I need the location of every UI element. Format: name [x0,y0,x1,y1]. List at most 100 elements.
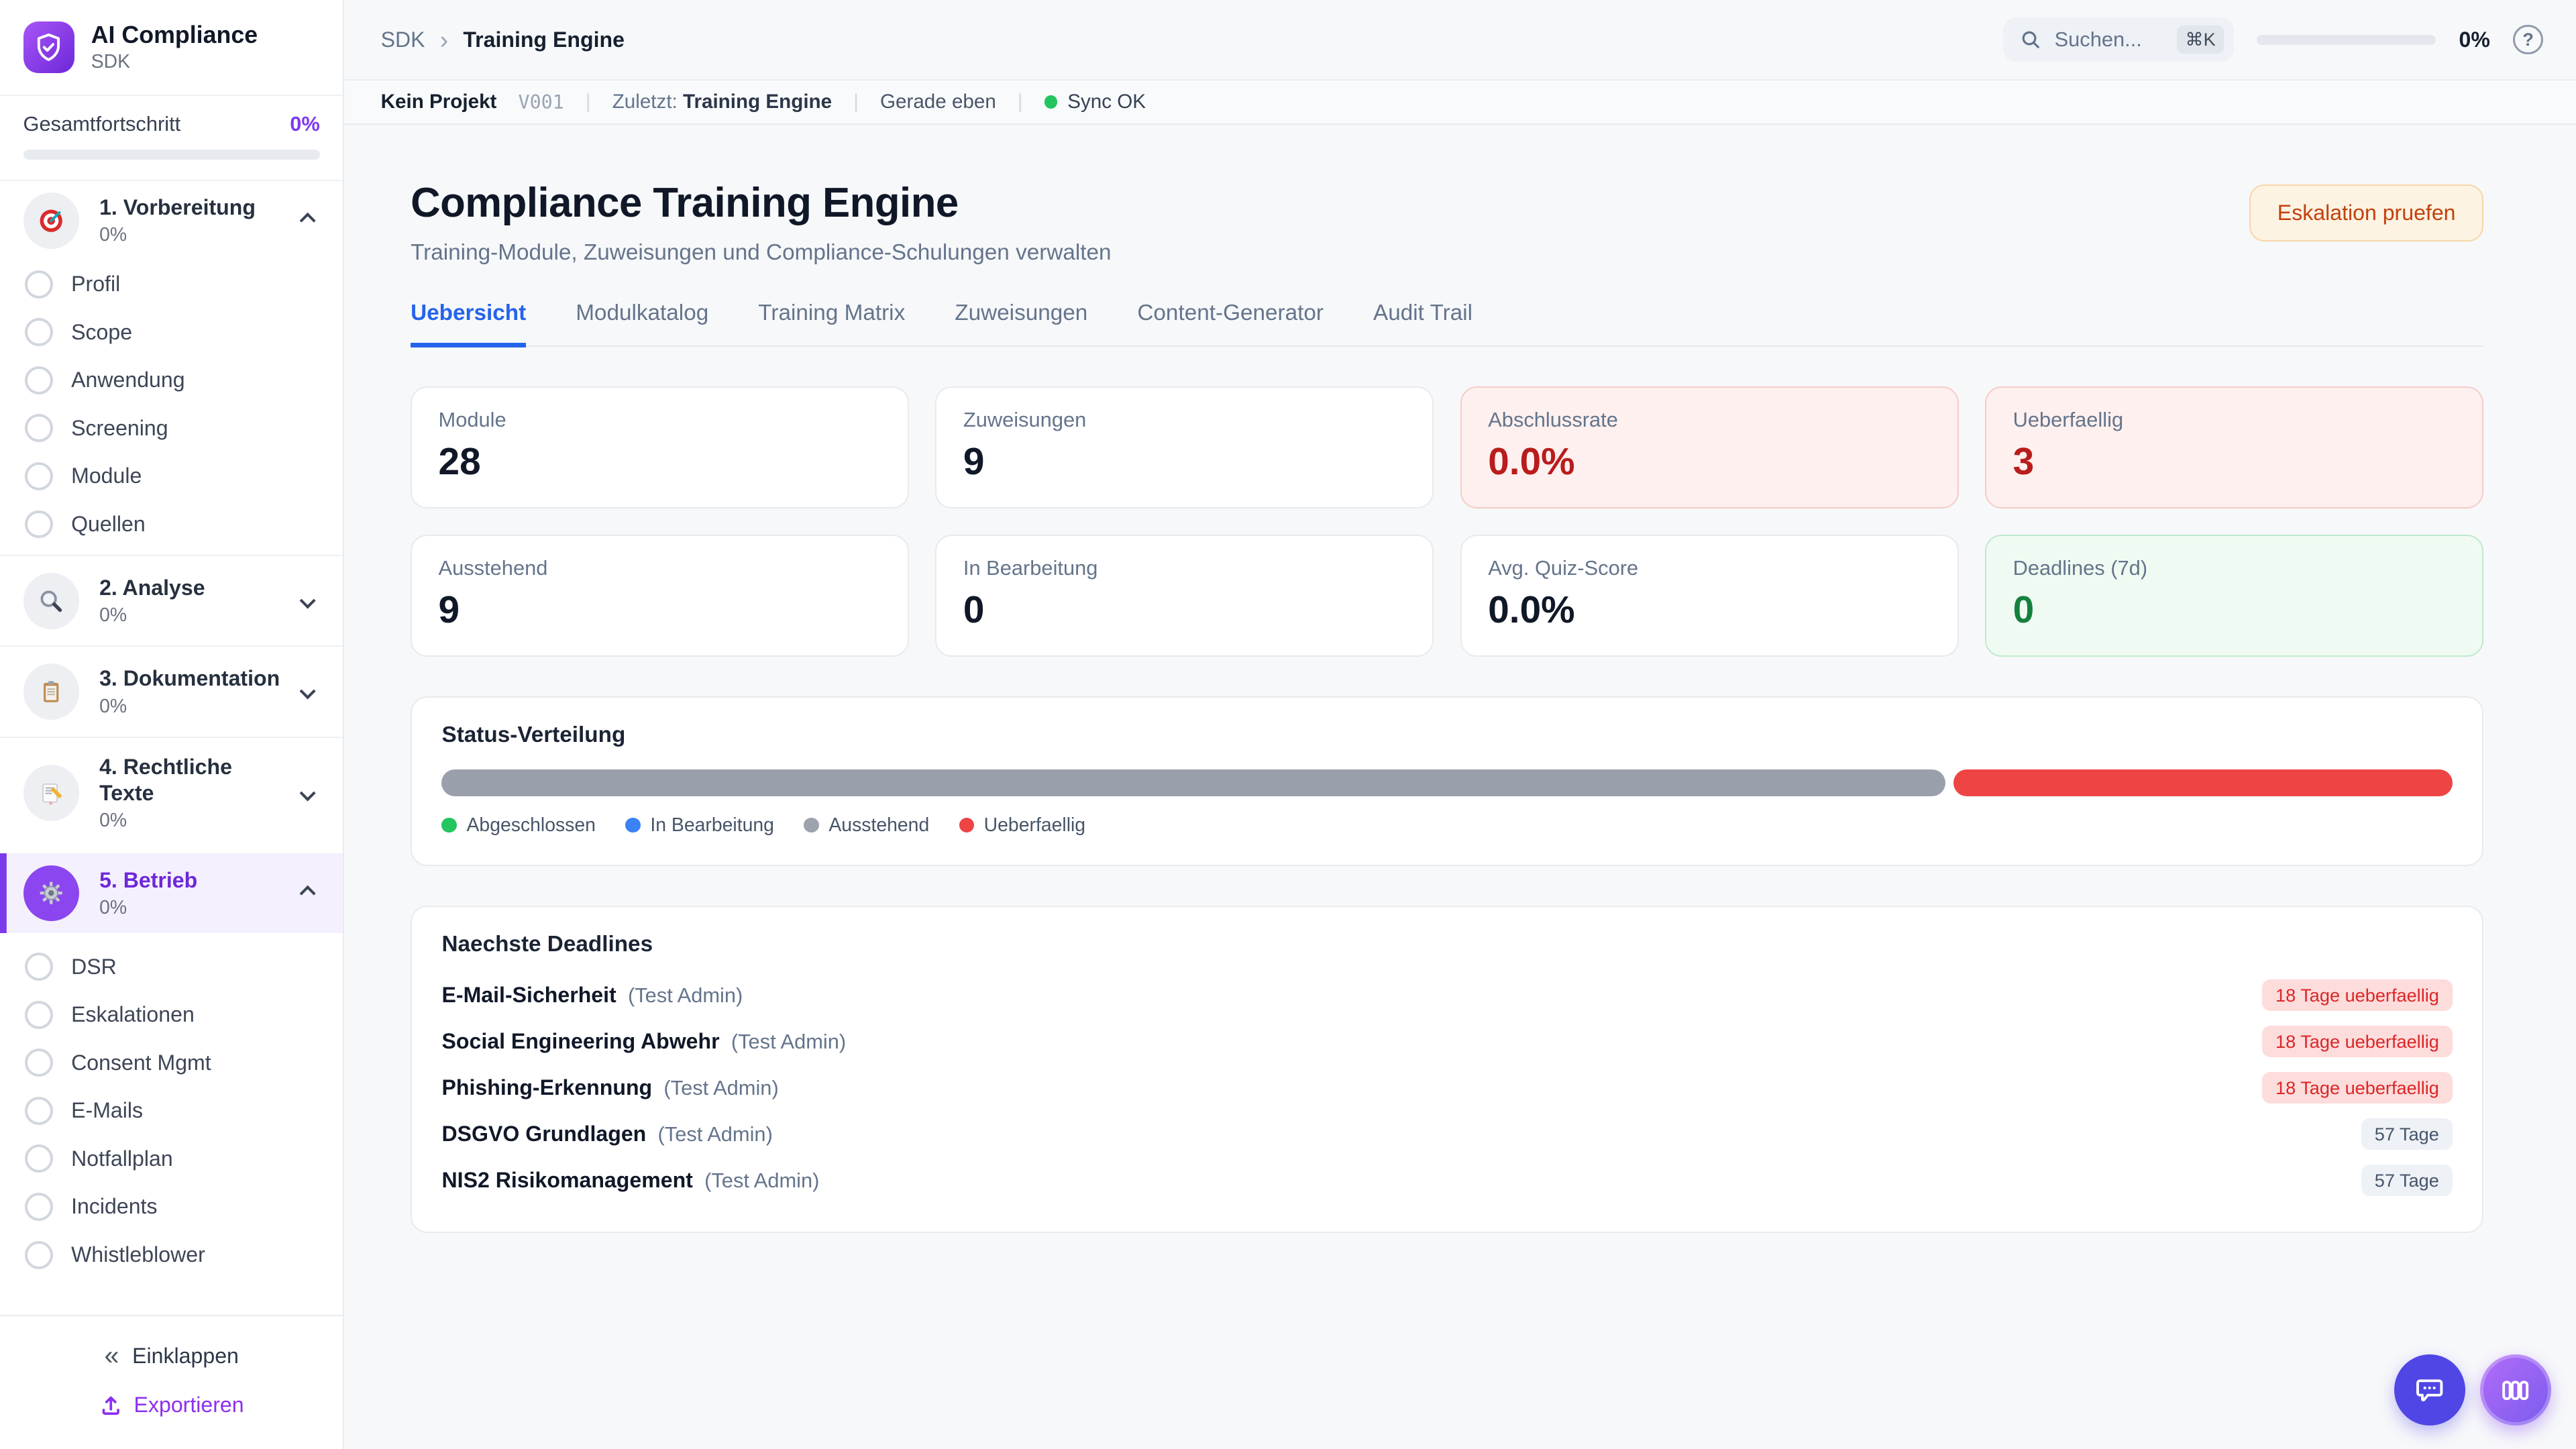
export-button[interactable]: Exportieren [0,1381,343,1429]
tab-uebersicht[interactable]: Uebersicht [411,301,527,347]
deadline-assignee: (Test Admin) [628,983,743,1007]
status-distribution-title: Status-Verteilung [441,722,626,748]
sidebar-item-emails[interactable]: E-Mails [0,1087,343,1135]
stat-card-ueberfaellig: Ueberfaellig 3 [1985,386,2483,508]
sidebar-item-profil[interactable]: Profil [0,260,343,309]
gear-icon [23,865,80,922]
sidebar-section-analyse[interactable]: 2. Analyse 0% [0,561,343,641]
last-value: Training Engine [683,91,833,113]
sidebar-item-anwendung[interactable]: Anwendung [0,356,343,405]
section-label: 2. Analyse [99,576,205,600]
sidebar-item-screening[interactable]: Screening [0,405,343,453]
sidebar-item-quellen[interactable]: Quellen [0,500,343,549]
tab-audit-trail[interactable]: Audit Trail [1373,301,1473,326]
status-distribution-panel: Status-Verteilung Abgeschlossen In Bearb… [411,696,2483,866]
deadline-name: DSGVO Grundlagen [441,1122,647,1146]
search-input[interactable] [2054,28,2164,52]
app-title: AI Compliance [91,21,258,49]
sidebar-item-label: Whistleblower [71,1242,205,1267]
chat-bubble-icon [2416,1379,2443,1401]
page-title: Compliance Training Engine [411,180,959,227]
sidebar-section-betrieb[interactable]: 5. Betrieb 0% [0,853,343,933]
tab-content-generator[interactable]: Content-Generator [1137,301,1324,326]
status-ring-icon [25,510,53,539]
sidebar-item-label: Incidents [71,1194,158,1219]
deadline-row: DSGVO Grundlagen (Test Admin) 57 Tage [441,1111,2453,1157]
breadcrumb-root[interactable]: SDK [380,27,425,52]
breadcrumb-current: Training Engine [463,27,625,52]
collapse-sidebar-button[interactable]: « Einklappen [0,1331,343,1381]
deadline-row: NIS2 Risikomanagement (Test Admin) 57 Tage [441,1157,2453,1203]
last-label: Zuletzt: [612,91,678,113]
sidebar-item-label: DSR [71,954,117,979]
sidebar-footer: « Einklappen Exportieren [0,1315,343,1448]
legend-dot-icon [625,818,641,833]
chevron-down-icon [299,683,316,700]
stat-value: 0.0% [1488,589,1575,632]
sidebar-item-whistleblower[interactable]: Whistleblower [0,1231,343,1279]
project-statusbar: Kein Projekt V001 | Zuletzt: Training En… [344,79,2576,125]
floating-buttons [2394,1354,2551,1426]
sidebar-section-dokumentation[interactable]: 3. Dokumentation 0% [0,652,343,731]
sidebar-section-rechtliche-texte[interactable]: 4. Rechtliche Texte 0% [0,743,343,843]
tab-training-matrix[interactable]: Training Matrix [758,301,906,326]
stat-label: Ueberfaellig [2012,408,2124,432]
deadline-assignee: (Test Admin) [731,1029,847,1053]
check-escalation-button[interactable]: Eskalation pruefen [2249,184,2483,242]
sidebar-item-notfallplan[interactable]: Notfallplan [0,1135,343,1183]
section-label: 4. Rechtliche Texte [99,755,232,805]
sidebar-item-consent-mgmt[interactable]: Consent Mgmt [0,1039,343,1087]
sidebar-item-dsr[interactable]: DSR [0,943,343,991]
stat-label: Abschlussrate [1488,408,1618,432]
sidebar-item-eskalationen[interactable]: Eskalationen [0,991,343,1039]
separator: | [585,91,591,113]
search-box[interactable]: ⌘K [2003,17,2234,62]
panels-button[interactable] [2479,1354,2551,1426]
section-percent: 0% [99,224,127,246]
chevron-down-icon [299,592,316,609]
stat-card-abschlussrate: Abschlussrate 0.0% [1460,386,1959,508]
sidebar-section-vorbereitung[interactable]: 1. Vorbereitung 0% [0,181,343,260]
legend-in-bearbeitung: In Bearbeitung [625,814,774,837]
stat-label: Deadlines (7d) [2012,556,2148,580]
stat-label: Module [438,408,506,432]
tab-modulkatalog[interactable]: Modulkatalog [576,301,709,326]
shield-check-logo-icon [23,21,75,73]
status-legend: Abgeschlossen In Bearbeitung Ausstehend … [441,814,2452,837]
header-progress-bar [2257,34,2436,45]
stat-card-module: Module 28 [411,386,909,508]
deadline-row: E-Mail-Sicherheit (Test Admin) 18 Tage ueb… [441,972,2453,1018]
sidebar-item-label: Screening [71,415,168,440]
sidebar-item-module[interactable]: Module [0,452,343,500]
legend-label: Abgeschlossen [466,814,596,836]
deadline-name: E-Mail-Sicherheit [441,983,616,1008]
breadcrumb-chevron-icon: › [439,25,449,54]
deadline-assignee: (Test Admin) [663,1075,779,1099]
chevron-up-icon [299,885,316,902]
help-icon[interactable]: ? [2513,25,2543,55]
sidebar-item-label: Quellen [71,512,146,536]
bar-segment-ausstehend [441,769,1946,796]
tab-zuweisungen[interactable]: Zuweisungen [955,301,1088,326]
sidebar-item-scope[interactable]: Scope [0,309,343,357]
header-progress-value: 0% [2459,27,2490,52]
status-ring-icon [25,1193,53,1221]
sidebar: AI Compliance SDK Gesamtfortschritt 0% 1… [0,0,345,1449]
section-percent: 0% [99,897,127,919]
sidebar-item-label: Profil [71,272,121,297]
divider [0,179,343,181]
bar-segment-ueberfaellig [1953,769,2453,796]
app-title-block: AI Compliance SDK [91,21,258,73]
deadlines-panel: Naechste Deadlines E-Mail-Sicherheit (Tes… [411,906,2483,1234]
stat-card-deadlines-7d: Deadlines (7d) 0 [1985,535,2483,657]
deadline-name: Phishing-Erkennung [441,1075,653,1100]
last-activity: Zuletzt: Training Engine [612,91,832,113]
chevron-up-icon [299,212,316,229]
deadline-badge: 18 Tage ueberfaellig [2262,979,2453,1012]
sidebar-item-incidents[interactable]: Incidents [0,1183,343,1231]
overall-progress-label: Gesamtfortschritt [23,112,181,136]
page-content: Compliance Training Engine Training-Modu… [344,125,2530,1234]
topbar: SDK › Training Engine ⌘K 0% ? [344,0,2576,79]
chat-feedback-button[interactable] [2394,1354,2465,1426]
sidebar-item-label: Module [71,464,142,488]
